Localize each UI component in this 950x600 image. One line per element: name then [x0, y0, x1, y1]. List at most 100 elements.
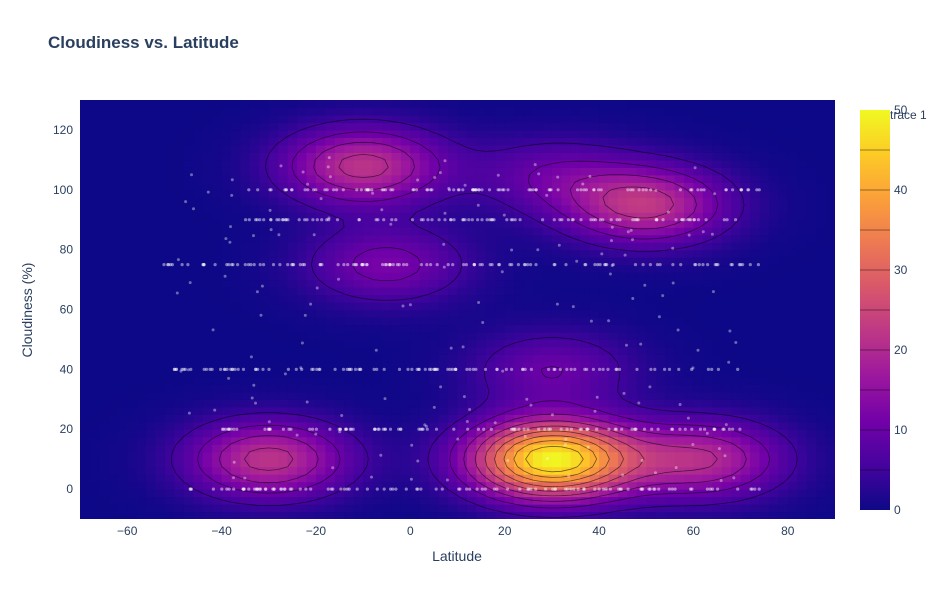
heatmap-cell	[448, 272, 459, 281]
heatmap-cell	[485, 489, 496, 498]
heatmap-cell	[448, 496, 459, 505]
heatmap-cell	[589, 429, 600, 438]
heatmap-cell	[183, 257, 194, 266]
scatter-point	[526, 263, 530, 267]
heatmap-cell	[249, 107, 260, 116]
heatmap-cell	[797, 212, 808, 221]
heatmap-cell	[98, 459, 109, 468]
heatmap-cell	[712, 376, 723, 385]
heatmap-cell	[164, 129, 175, 139]
heatmap-cell	[193, 174, 204, 183]
heatmap-cell	[287, 167, 298, 176]
scatter-point	[355, 263, 359, 267]
heatmap-cell	[778, 369, 789, 378]
heatmap-cell	[164, 511, 175, 519]
heatmap-cell	[806, 324, 817, 333]
heatmap-cell	[485, 361, 496, 370]
heatmap-cell	[212, 167, 223, 176]
heatmap-cell	[693, 354, 704, 363]
heatmap-cell	[202, 316, 213, 326]
heatmap-cell	[778, 346, 789, 355]
heatmap-cell	[617, 174, 628, 183]
heatmap-cell	[108, 451, 119, 460]
heatmap-cell	[759, 399, 770, 408]
heatmap-cell	[702, 174, 713, 183]
scatter-point	[523, 263, 527, 267]
heatmap-cell	[825, 152, 835, 161]
heatmap-cell	[825, 331, 835, 341]
heatmap-cell	[797, 197, 808, 206]
heatmap-cell	[108, 302, 119, 311]
heatmap-cell	[344, 234, 355, 243]
heatmap-cell	[183, 399, 194, 408]
heatmap-cell	[561, 399, 572, 408]
heatmap-cell	[382, 421, 393, 430]
heatmap-cell	[712, 152, 723, 161]
heatmap-cell	[778, 324, 789, 333]
heatmap-cell	[353, 496, 364, 505]
heatmap-cell	[731, 451, 742, 460]
heatmap-cell	[174, 361, 185, 370]
heatmap-cell	[344, 309, 355, 318]
heatmap-cell	[693, 174, 704, 183]
heatmap-cell	[231, 272, 242, 281]
heatmap-cell	[570, 257, 581, 266]
scatter-point	[302, 263, 307, 267]
scatter-point	[202, 263, 206, 267]
heatmap-cell	[533, 354, 544, 363]
heatmap-cell	[806, 144, 817, 153]
heatmap-cell	[287, 384, 298, 393]
heatmap-cell	[674, 107, 685, 116]
heatmap-cell	[268, 197, 279, 206]
heatmap-cell	[363, 361, 374, 370]
heatmap-cell	[551, 212, 562, 221]
heatmap-cell	[334, 474, 345, 483]
heatmap-cell	[231, 264, 242, 273]
heatmap-cell	[523, 204, 534, 213]
heatmap-cell	[259, 212, 270, 221]
heatmap-cell	[599, 189, 610, 198]
heatmap-cell	[617, 504, 628, 513]
scatter-point	[183, 367, 187, 371]
heatmap-cell	[174, 481, 185, 490]
heatmap-cell	[391, 429, 402, 438]
heatmap-cell	[797, 369, 808, 378]
heatmap-cell	[533, 414, 544, 423]
heatmap-cell	[721, 302, 732, 311]
heatmap-cell	[495, 474, 506, 483]
heatmap-cell	[146, 459, 157, 468]
heatmap-cell	[608, 384, 619, 393]
heatmap-cell	[561, 287, 572, 296]
heatmap-cell	[778, 137, 789, 146]
heatmap-cell	[627, 511, 638, 519]
heatmap-cell	[702, 414, 713, 423]
heatmap-cell	[627, 242, 638, 251]
heatmap-cell	[372, 369, 383, 378]
heatmap-cell	[806, 451, 817, 460]
heatmap-cell	[98, 339, 109, 348]
heatmap-cell	[438, 129, 449, 139]
heatmap-cell	[504, 107, 515, 116]
heatmap-cell	[419, 174, 430, 183]
heatmap-cell	[768, 234, 779, 243]
scatter-point	[703, 427, 707, 431]
scatter-point	[755, 188, 759, 192]
heatmap-cell	[202, 406, 213, 415]
heatmap-cell	[193, 302, 204, 311]
scatter-point	[598, 367, 602, 371]
heatmap-cell	[297, 369, 308, 378]
heatmap-cell	[787, 257, 798, 266]
heatmap-cell	[712, 242, 723, 251]
heatmap-cell	[674, 316, 685, 326]
heatmap-cell	[523, 100, 534, 109]
heatmap-cell	[410, 496, 421, 505]
heatmap-cell	[589, 316, 600, 326]
heatmap-cell	[174, 302, 185, 311]
heatmap-cell	[797, 324, 808, 333]
heatmap-cell	[551, 242, 562, 251]
heatmap-cell	[382, 249, 393, 258]
heatmap-cell	[249, 489, 260, 498]
heatmap-cell	[183, 197, 194, 206]
heatmap-cell	[599, 264, 610, 273]
heatmap-cell	[816, 122, 827, 131]
